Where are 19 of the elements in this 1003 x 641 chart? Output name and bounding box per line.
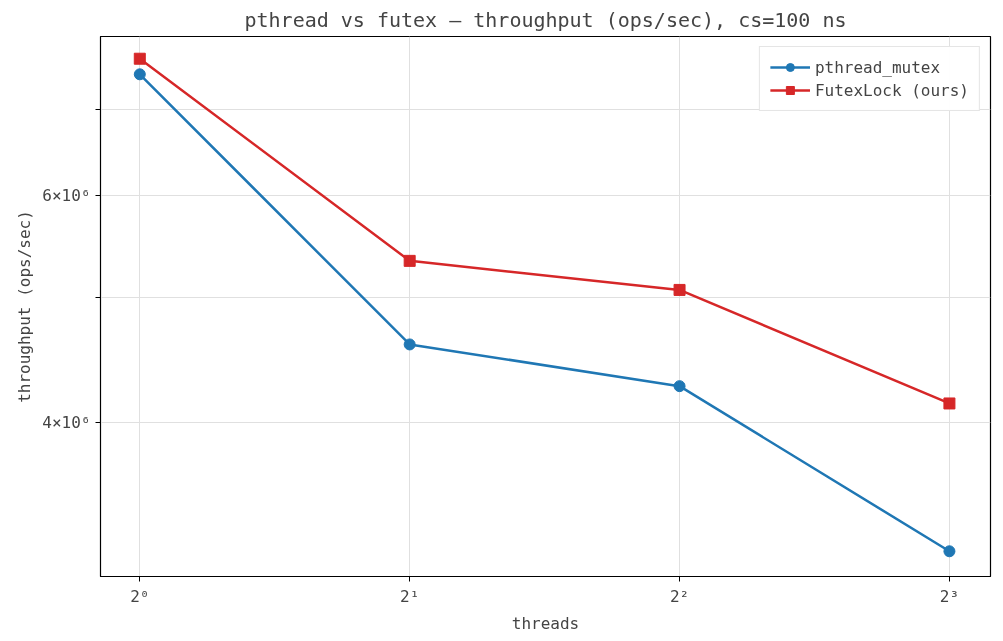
x-axis-title: threads [511, 613, 580, 633]
point [133, 52, 146, 65]
y-tick-label: 4×10⁶ [42, 413, 91, 433]
point [403, 338, 416, 351]
x-tick-label: 2² [669, 586, 690, 606]
point [673, 380, 686, 393]
legend-label: FutexLock (ours) [814, 80, 969, 100]
point [943, 545, 956, 558]
chart-title: pthread vs futex — throughput (ops/sec), cs=100 ns [244, 7, 847, 32]
x-tick-label: 2¹ [400, 586, 420, 606]
point [133, 68, 146, 81]
point [943, 397, 956, 410]
point [403, 254, 416, 267]
y-tick-label: 6×10⁶ [42, 186, 91, 206]
x-tick-label: 2³ [939, 586, 960, 606]
legend-label: pthread_mutex [814, 57, 941, 77]
point [673, 283, 686, 296]
x-tick-label: 2⁰ [130, 586, 150, 606]
y-axis-title: throughput (ops/sec) [15, 210, 35, 403]
